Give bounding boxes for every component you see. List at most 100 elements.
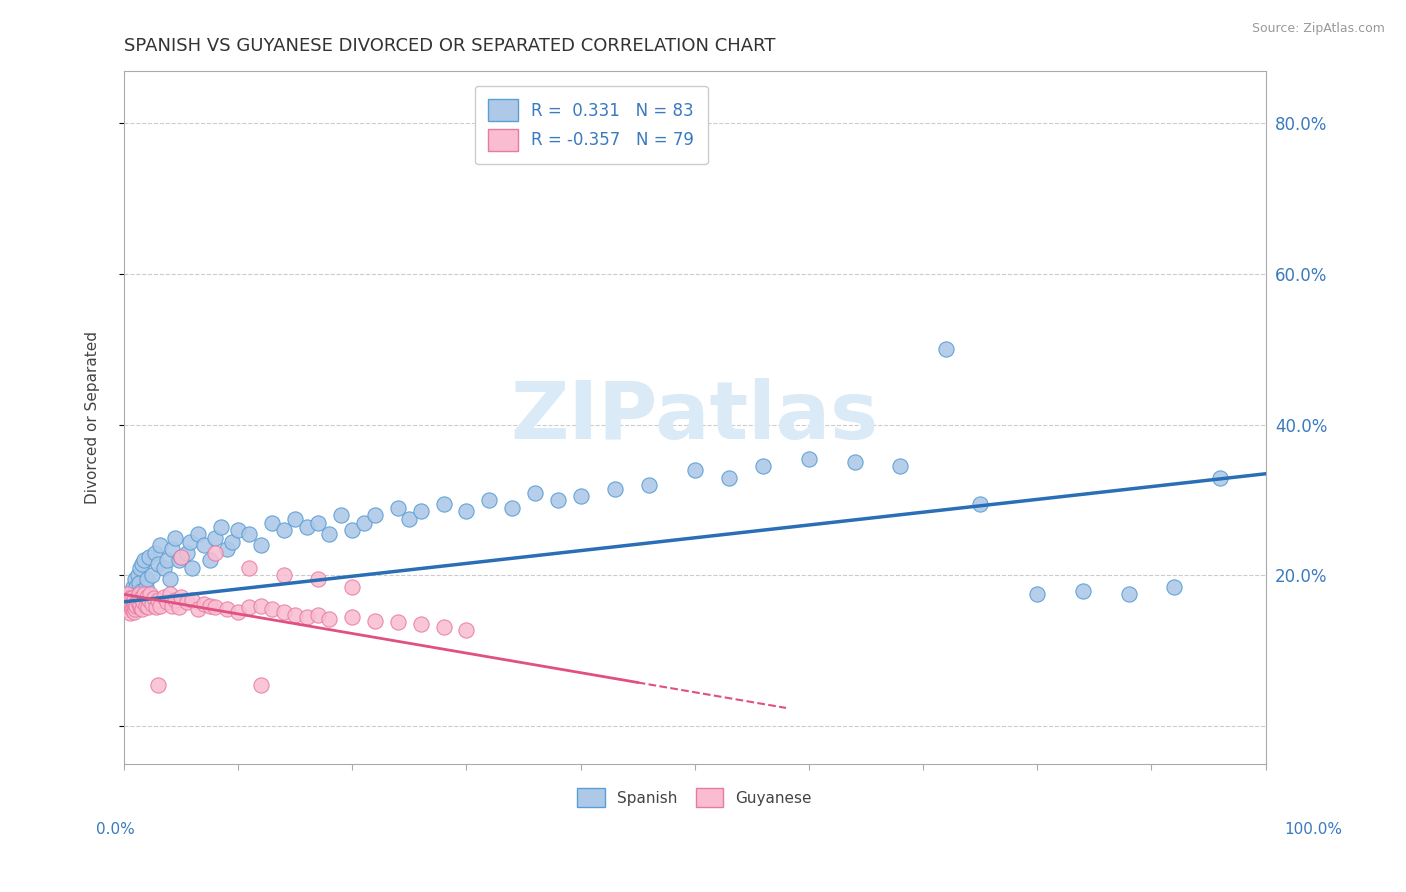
Point: [501, 500, 523, 515]
Point: [127, 568, 149, 582]
Point: [342, 580, 364, 594]
Point: [127, 595, 149, 609]
Point: [284, 512, 307, 526]
Point: [969, 497, 991, 511]
Point: [141, 568, 163, 582]
Point: [209, 519, 232, 533]
Point: [181, 592, 204, 607]
Point: [238, 600, 260, 615]
Point: [547, 493, 569, 508]
Point: [128, 597, 150, 611]
Point: [226, 605, 249, 619]
Point: [131, 602, 153, 616]
Point: [128, 561, 150, 575]
Point: [307, 572, 329, 586]
Point: [149, 599, 172, 613]
Point: [204, 600, 226, 615]
Point: [273, 568, 295, 582]
Point: [250, 678, 273, 692]
Point: [165, 592, 187, 607]
Point: [238, 561, 260, 575]
Point: [181, 561, 204, 575]
Point: [295, 610, 318, 624]
Point: [215, 542, 238, 557]
Point: [129, 591, 152, 605]
Point: [160, 599, 183, 613]
Point: [115, 591, 138, 605]
Point: [273, 605, 295, 619]
Point: [117, 595, 139, 609]
Point: [142, 591, 165, 605]
Point: [638, 478, 661, 492]
Point: [167, 600, 190, 615]
Point: [717, 470, 740, 484]
Legend: Spanish, Guyanese: Spanish, Guyanese: [569, 780, 820, 815]
Point: [409, 617, 432, 632]
Point: [683, 463, 706, 477]
Point: [160, 542, 183, 557]
Point: [124, 572, 146, 586]
Point: [120, 587, 142, 601]
Point: [156, 595, 179, 609]
Y-axis label: Divorced or Separated: Divorced or Separated: [86, 331, 100, 504]
Point: [117, 602, 139, 616]
Point: [128, 576, 150, 591]
Point: [1118, 587, 1140, 601]
Point: [262, 516, 284, 530]
Point: [364, 508, 387, 523]
Point: [122, 592, 145, 607]
Point: [122, 605, 145, 619]
Point: [342, 610, 364, 624]
Point: [114, 602, 136, 616]
Point: [132, 591, 155, 605]
Point: [120, 597, 142, 611]
Point: [193, 597, 215, 611]
Point: [135, 599, 157, 613]
Point: [387, 615, 409, 630]
Point: [170, 549, 193, 564]
Point: [117, 599, 139, 613]
Point: [139, 587, 162, 601]
Point: [149, 538, 172, 552]
Point: [143, 546, 166, 560]
Point: [136, 600, 159, 615]
Point: [935, 343, 957, 357]
Point: [398, 512, 420, 526]
Text: Source: ZipAtlas.com: Source: ZipAtlas.com: [1251, 22, 1385, 36]
Point: [159, 587, 181, 601]
Point: [187, 527, 209, 541]
Point: [432, 497, 454, 511]
Point: [353, 516, 375, 530]
Point: [456, 504, 478, 518]
Point: [121, 602, 143, 616]
Text: 100.0%: 100.0%: [1285, 822, 1343, 837]
Point: [204, 531, 226, 545]
Point: [187, 602, 209, 616]
Point: [138, 549, 160, 564]
Point: [159, 572, 181, 586]
Point: [127, 591, 149, 605]
Point: [121, 583, 143, 598]
Point: [131, 557, 153, 571]
Point: [117, 587, 139, 601]
Point: [797, 451, 820, 466]
Point: [134, 587, 156, 601]
Point: [145, 600, 167, 615]
Point: [134, 553, 156, 567]
Point: [117, 599, 139, 613]
Point: [456, 623, 478, 637]
Point: [176, 595, 198, 609]
Point: [318, 527, 340, 541]
Point: [122, 580, 145, 594]
Point: [250, 599, 273, 613]
Point: [226, 523, 249, 537]
Text: 0.0%: 0.0%: [96, 822, 135, 837]
Point: [124, 597, 146, 611]
Point: [170, 549, 193, 564]
Point: [262, 602, 284, 616]
Point: [215, 602, 238, 616]
Point: [128, 587, 150, 601]
Point: [124, 602, 146, 616]
Point: [176, 546, 198, 560]
Point: [295, 519, 318, 533]
